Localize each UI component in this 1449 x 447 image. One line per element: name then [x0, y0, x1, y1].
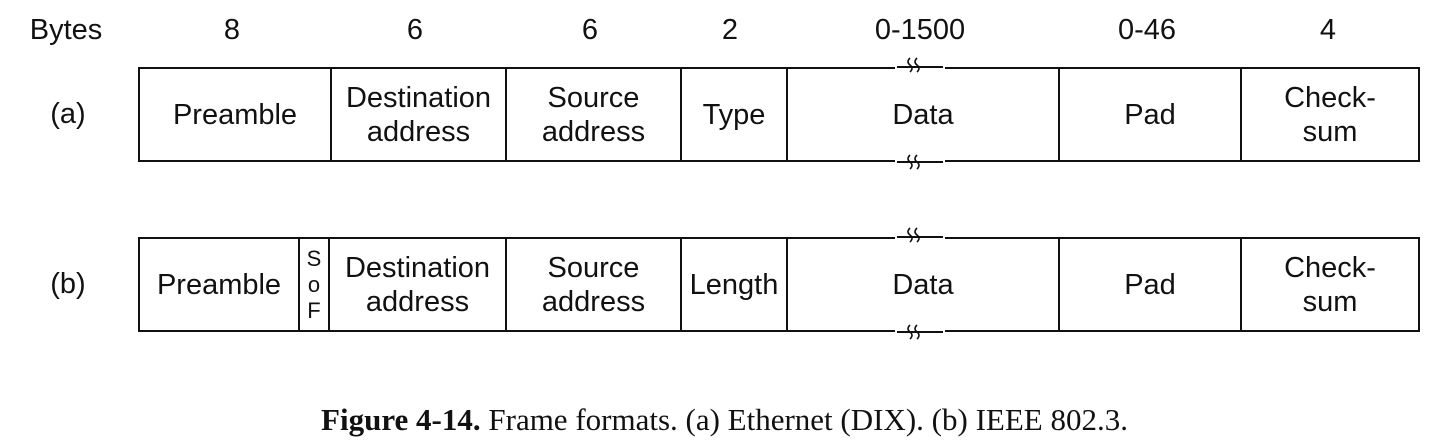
break-mark-b-top — [895, 227, 945, 243]
field-source-line2: address — [541, 115, 646, 148]
field-data-text: Data — [892, 268, 954, 301]
size-pad: 0-46 — [1117, 14, 1177, 46]
field-data: Data — [786, 239, 1058, 330]
field-checksum: Check- sum — [1240, 69, 1418, 160]
field-destination-line1: Destination — [344, 251, 491, 284]
figure-caption-text: Frame formats. (a) Ethernet (DIX). (b) I… — [488, 402, 1128, 437]
size-destination: 6 — [406, 14, 424, 46]
field-data: Data — [786, 69, 1058, 160]
sof-letter-f: F — [307, 297, 321, 323]
break-mark-b-bottom — [895, 324, 945, 340]
field-source-address: Source address — [505, 69, 680, 160]
field-destination-line2: address — [365, 285, 470, 318]
field-pad: Pad — [1058, 69, 1240, 160]
size-data: 0-1500 — [874, 14, 966, 46]
sof-letter-s: S — [306, 245, 322, 271]
frame-b: Preamble S o F Destination address Sourc… — [138, 237, 1420, 332]
size-checksum: 4 — [1319, 14, 1337, 46]
field-checksum-line1: Check- — [1284, 81, 1376, 114]
bytes-header-label: Bytes — [29, 14, 103, 46]
field-destination-line1: Destination — [345, 81, 492, 114]
field-preamble-text: Preamble — [172, 98, 298, 131]
field-checksum-line2: sum — [1302, 285, 1358, 318]
field-checksum-line2: sum — [1302, 115, 1358, 148]
field-source-line2: address — [541, 285, 646, 318]
break-mark-a-bottom — [895, 154, 945, 170]
field-source-address: Source address — [505, 239, 680, 330]
size-preamble: 8 — [223, 14, 241, 46]
field-data-text: Data — [892, 98, 954, 131]
field-pad: Pad — [1058, 239, 1240, 330]
frame-a-label: (a) — [50, 98, 86, 130]
field-destination-address: Destination address — [328, 239, 505, 330]
field-pad-text: Pad — [1124, 268, 1176, 301]
sof-letter-o: o — [307, 271, 321, 297]
field-type-text: Type — [702, 98, 766, 131]
field-pad-text: Pad — [1124, 98, 1176, 131]
field-checksum-line1: Check- — [1284, 251, 1376, 284]
field-start-of-frame: S o F — [298, 239, 328, 330]
size-source: 6 — [581, 14, 599, 46]
field-type: Type — [680, 69, 786, 160]
field-source-line1: Source — [547, 81, 640, 114]
field-destination-address: Destination address — [330, 69, 505, 160]
break-mark-a-top — [895, 57, 945, 73]
field-checksum: Check- sum — [1240, 239, 1418, 330]
frame-a: Preamble Destination address Source addr… — [138, 67, 1420, 162]
figure-number: Figure 4-14. — [321, 402, 481, 437]
field-source-line1: Source — [547, 251, 640, 284]
field-preamble: Preamble — [140, 239, 298, 330]
field-destination-line2: address — [366, 115, 471, 148]
field-length-text: Length — [689, 268, 779, 301]
field-length: Length — [680, 239, 786, 330]
field-preamble-text: Preamble — [156, 268, 282, 301]
size-type: 2 — [721, 14, 739, 46]
figure-caption: Figure 4-14. Frame formats. (a) Ethernet… — [0, 402, 1449, 438]
frame-b-label: (b) — [50, 268, 86, 300]
field-preamble: Preamble — [140, 69, 330, 160]
